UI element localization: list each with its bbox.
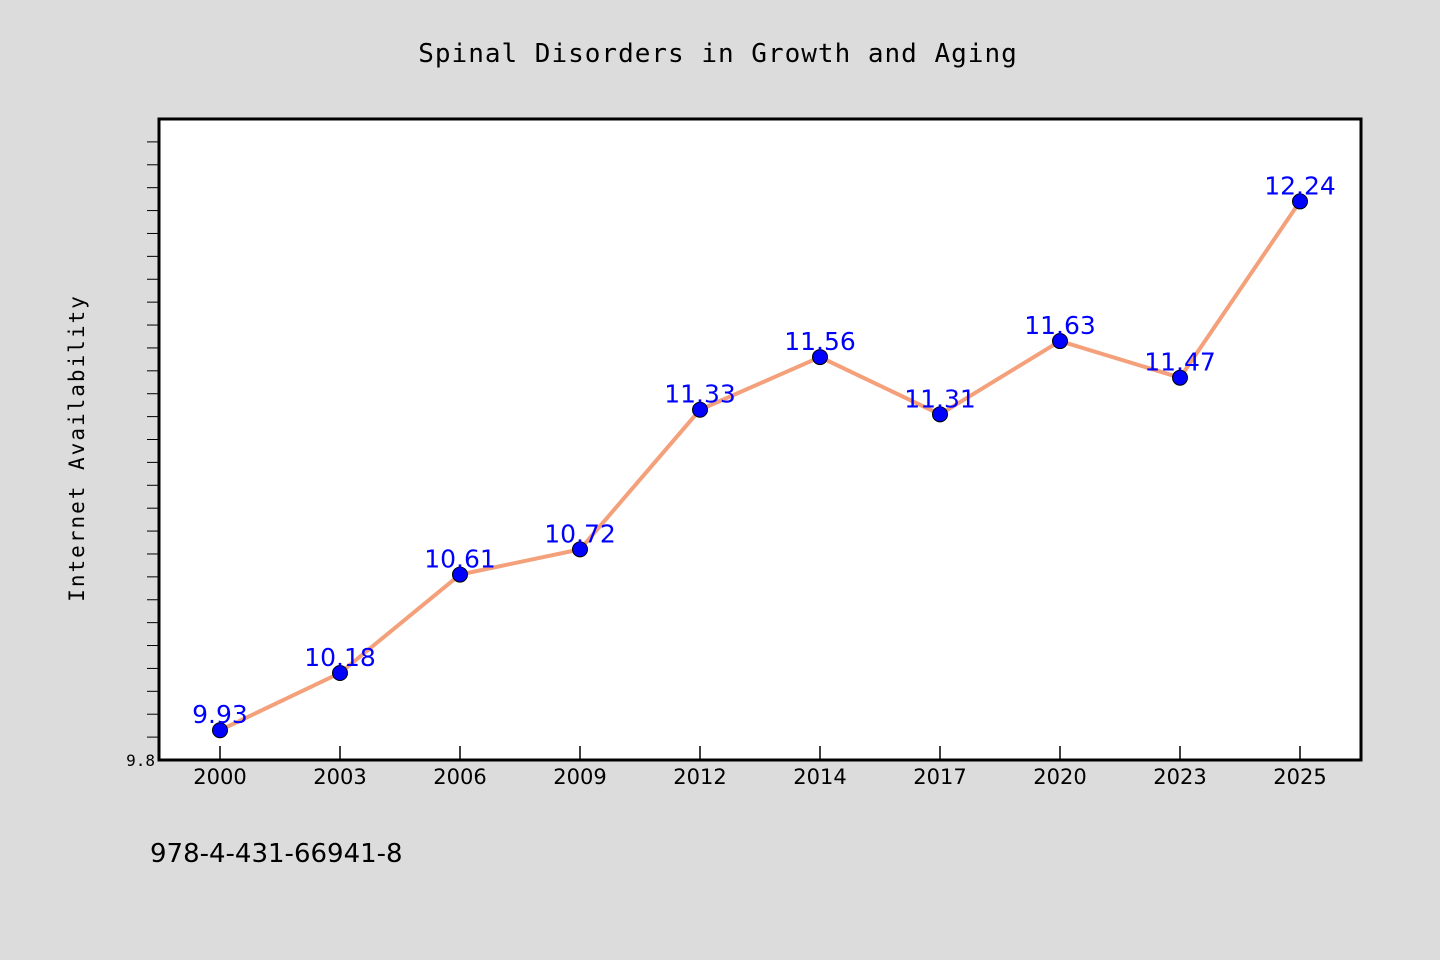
x-tick-label: 2025 bbox=[1273, 765, 1326, 789]
data-point bbox=[1172, 369, 1188, 386]
data-point bbox=[932, 406, 948, 423]
x-axis-ticks: 2000 2003 2006 2009 2012 2014 2017 2020 2023 2025 bbox=[193, 746, 1327, 789]
data-label: 10.18 bbox=[304, 643, 376, 672]
chart-title: Spinal Disorders in Growth and Aging bbox=[418, 39, 1018, 69]
isbn-text: 978-4-431-66941-8 bbox=[150, 839, 403, 869]
data-label: 9.93 bbox=[192, 700, 248, 729]
data-point bbox=[1292, 193, 1308, 210]
data-label: 11.63 bbox=[1024, 311, 1096, 340]
data-point bbox=[812, 349, 828, 366]
data-point bbox=[452, 566, 468, 583]
data-labels: 9.93 10.18 10.61 10.72 11.33 11.56 11.31 11.63 1… bbox=[192, 171, 1336, 729]
x-tick-label: 2014 bbox=[793, 765, 846, 789]
x-tick-label: 2012 bbox=[673, 765, 726, 789]
series-line bbox=[219, 200, 1302, 733]
data-point bbox=[692, 401, 708, 418]
data-label: 11.33 bbox=[664, 380, 736, 409]
data-point bbox=[332, 665, 348, 682]
x-tick-label: 2000 bbox=[193, 765, 246, 789]
data-point bbox=[212, 722, 228, 739]
x-tick-label: 2009 bbox=[553, 765, 606, 789]
data-point bbox=[1052, 333, 1068, 350]
data-label: 12.24 bbox=[1264, 171, 1336, 200]
x-tick-label: 2020 bbox=[1033, 765, 1086, 789]
data-label: 11.56 bbox=[784, 327, 856, 356]
x-tick-label: 2006 bbox=[433, 765, 486, 789]
y-minor-ticks bbox=[147, 141, 159, 738]
y-axis-ticks: 9.8 bbox=[126, 751, 155, 770]
data-label: 11.31 bbox=[904, 384, 976, 413]
data-label: 11.47 bbox=[1144, 348, 1216, 377]
x-tick-label: 2017 bbox=[913, 765, 966, 789]
plot-area bbox=[157, 117, 1363, 762]
data-label: 10.61 bbox=[424, 545, 496, 574]
x-tick-label: 2003 bbox=[313, 765, 366, 789]
data-label: 10.72 bbox=[544, 519, 616, 548]
x-tick-label: 2023 bbox=[1153, 765, 1206, 789]
y-axis-label: Internet Availability bbox=[65, 294, 89, 602]
data-point bbox=[572, 541, 588, 558]
y-tick-label: 9.8 bbox=[126, 751, 155, 770]
series-line-group bbox=[219, 200, 1302, 733]
series-markers bbox=[212, 193, 1308, 739]
